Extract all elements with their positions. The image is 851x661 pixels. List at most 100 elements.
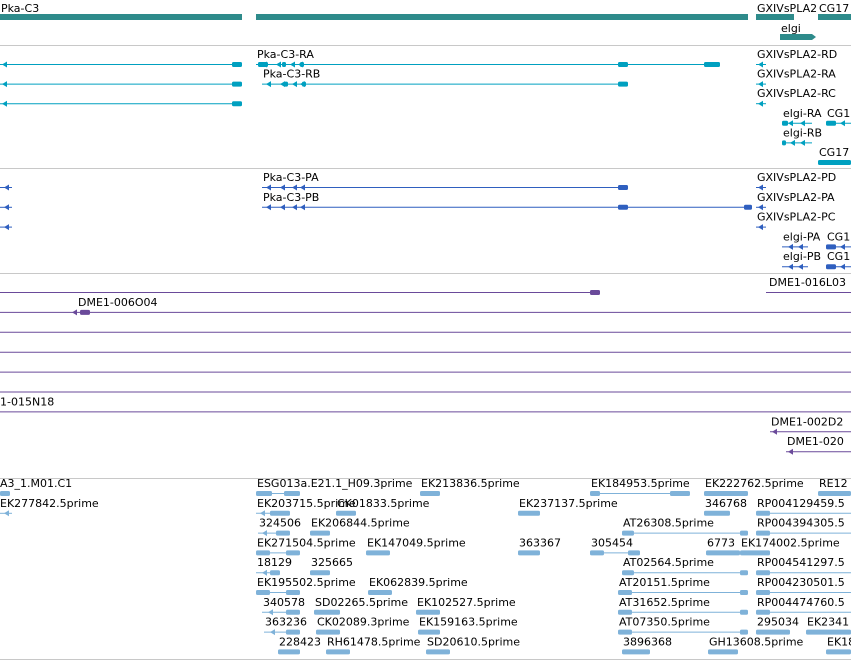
est-feature[interactable]: EK206844.5prime (310, 517, 410, 536)
est-feature[interactable]: 325665 (310, 556, 353, 576)
protein-feature[interactable]: CG1 (826, 250, 851, 270)
est-feature[interactable]: EK237137.5prime (518, 497, 618, 516)
feature-label: elgi-RA (783, 107, 822, 120)
est-feature[interactable]: CK01833.5prime (336, 497, 430, 516)
exon-block (740, 530, 748, 536)
est-feature[interactable]: 363236 (264, 616, 307, 636)
est-feature[interactable]: 228423 (278, 635, 321, 655)
transcript-feature[interactable]: GXIVsPLA2-RD (756, 48, 837, 68)
est-feature[interactable]: ESG013a.E21.1_H09.3prime (256, 477, 413, 496)
transcript-feature[interactable]: Pka-C3-RA (256, 48, 720, 68)
protein-feature[interactable]: Pka-C3-PB (262, 191, 752, 211)
exon-block (818, 160, 851, 165)
est-feature[interactable]: EK174002.5prime (740, 536, 840, 556)
transcript-feature[interactable]: CG17 (818, 146, 851, 165)
est-feature[interactable]: EK271504.5prime (256, 536, 356, 556)
est-feature[interactable]: EK195502.5prime (256, 576, 356, 595)
est-feature[interactable]: 18129 (256, 556, 292, 576)
est-feature[interactable]: RE12 (818, 477, 851, 496)
gene-feature[interactable]: elgi (780, 22, 816, 40)
est-feature[interactable]: EK277842.5prime (0, 497, 99, 517)
transcript-feature[interactable]: Pka-C3-RB (262, 68, 628, 88)
est-feature[interactable]: EK062839.5prime (368, 576, 468, 595)
strand-arrow-icon (758, 204, 763, 211)
exon-block (740, 629, 748, 635)
est-feature[interactable]: 6773 (706, 536, 740, 556)
feature-label: 3896368 (623, 635, 672, 648)
est-feature[interactable]: EK184953.5prime (590, 477, 690, 496)
est-feature[interactable]: EK213836.5prime (420, 477, 520, 496)
protein-feature[interactable]: elgi-PB (782, 250, 821, 270)
est-feature[interactable]: RP004474760.5 (756, 596, 851, 615)
est-feature[interactable]: RP004541297.5 (756, 556, 851, 576)
est-feature[interactable]: AT31652.5prime (618, 596, 748, 615)
transcript-feature[interactable] (0, 61, 242, 68)
transcript-feature[interactable]: GXIVsPLA2-RA (756, 68, 836, 88)
gene-feature[interactable]: Pka-C3 (0, 2, 748, 20)
bac-feature[interactable]: DME1-006O04 (0, 296, 851, 316)
exon-block (782, 140, 786, 146)
est-feature[interactable]: EK159163.5prime (418, 616, 518, 635)
transcript-feature[interactable]: GXIVsPLA2-RC (756, 87, 836, 107)
protein-feature[interactable]: CG1 (826, 230, 851, 250)
transcript-feature[interactable]: CG1 (826, 107, 851, 127)
protein-feature[interactable] (0, 204, 12, 211)
feature-label: GXIVsPLA2-RA (757, 68, 836, 81)
est-feature[interactable]: SD02265.5prime (314, 596, 408, 615)
protein-feature[interactable]: Pka-C3-PA (262, 171, 628, 191)
protein-feature[interactable] (0, 184, 12, 191)
est-feature[interactable]: AT02564.5prime (622, 556, 748, 576)
est-feature[interactable]: 324506 (258, 517, 301, 537)
est-feature[interactable]: 346768 (704, 497, 747, 516)
protein-feature[interactable]: GXIVsPLA2-PD (756, 171, 836, 191)
exon-block (670, 491, 690, 496)
est-feature[interactable]: EK147049.5prime (366, 536, 466, 556)
bac-feature[interactable]: DME1-002D2 (770, 415, 851, 435)
exon-block (258, 62, 268, 67)
est-feature[interactable]: GH13608.5prime (708, 635, 804, 655)
gene-bar (780, 34, 812, 40)
est-feature[interactable]: EK203715.5prime (256, 497, 356, 517)
protein-feature[interactable] (0, 224, 12, 231)
exon-block (326, 649, 350, 655)
bac-feature[interactable]: DME1-016L03 (766, 276, 851, 293)
feature-label: DME1-002D2 (771, 415, 843, 428)
est-feature[interactable]: AT07350.5prime (618, 616, 748, 635)
est-feature[interactable]: EK222762.5prime (704, 477, 804, 496)
protein-feature[interactable]: GXIVsPLA2-PC (756, 211, 836, 231)
bac-feature[interactable]: 1-015N18 (0, 395, 851, 413)
est-feature[interactable]: 340578 (262, 596, 305, 616)
est-feature[interactable]: 295034 (756, 616, 799, 635)
bac-feature[interactable]: DME1-020 (786, 435, 851, 455)
est-feature[interactable]: AT26308.5prime (622, 517, 748, 536)
transcript-feature[interactable]: elgi-RB (782, 126, 822, 146)
est-feature[interactable]: SD20610.5prime (426, 635, 520, 655)
est-feature[interactable]: 363367 (518, 536, 561, 556)
feature-label: RP004541297.5 (757, 556, 845, 569)
est-feature[interactable]: RP004230501.5 (756, 576, 851, 595)
feature-label: AT26308.5prime (623, 517, 714, 530)
gene-feature[interactable]: CG17 (818, 2, 851, 20)
est-feature[interactable]: 305454 (590, 536, 640, 556)
exon-block (622, 570, 634, 576)
strand-arrow-icon (72, 309, 77, 316)
est-feature[interactable]: RP004129459.5 (756, 497, 851, 516)
est-feature[interactable]: RH61478.5prime (326, 635, 421, 655)
transcript-feature[interactable]: elgi-RA (782, 107, 822, 127)
exon-block (0, 491, 10, 496)
est-feature[interactable]: EK102527.5prime (416, 596, 516, 615)
transcript-feature[interactable] (0, 100, 242, 107)
est-feature[interactable]: EK2341 (806, 616, 851, 635)
transcript-feature[interactable] (0, 81, 242, 88)
gene-feature[interactable]: GXIVsPLA2 (756, 2, 817, 20)
bac-feature[interactable] (0, 290, 600, 295)
est-feature[interactable]: AT20151.5prime (618, 576, 748, 595)
strand-arrow-icon (840, 263, 845, 270)
est-feature[interactable]: 3896368 (622, 635, 672, 655)
protein-feature[interactable]: GXIVsPLA2-PA (756, 191, 835, 211)
est-feature[interactable]: EK18 (826, 635, 851, 655)
est-feature[interactable]: CK02089.3prime (316, 616, 410, 635)
protein-feature[interactable]: elgi-PA (782, 230, 821, 250)
est-feature[interactable]: A3_1.M01.C1 (0, 477, 72, 496)
est-feature[interactable]: RP004394305.5 (756, 517, 851, 536)
